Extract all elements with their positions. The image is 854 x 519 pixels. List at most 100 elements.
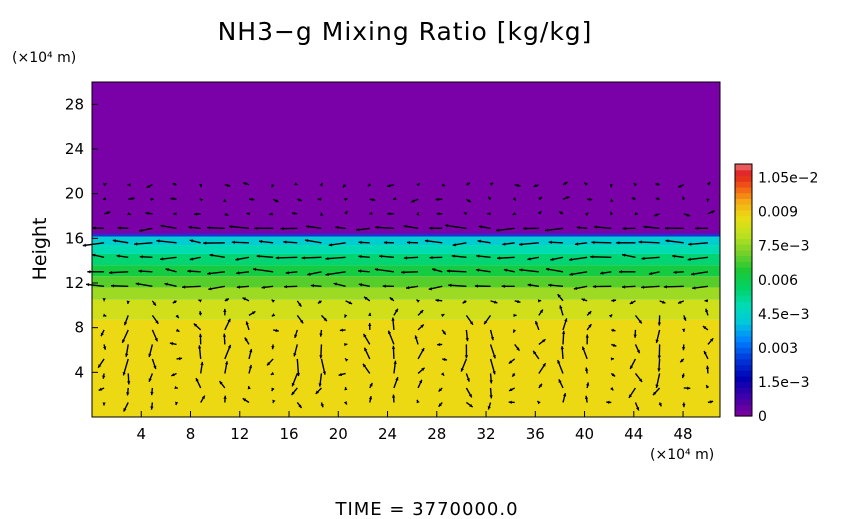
wind-vector-head [198,311,203,315]
colorbar-segment [735,284,752,291]
colorbar-segment [735,278,752,285]
wind-vector-head [484,320,488,325]
wind-vector-head [442,331,446,335]
wind-vector-head [226,183,231,187]
wind-vector-head [421,367,425,372]
wind-vector-head [207,226,211,230]
wind-vector-head [172,182,177,187]
wind-vector-head [633,334,637,338]
wind-vector-head [369,211,373,215]
wind-vector-head [469,321,473,325]
wind-vector-head [389,297,394,301]
wind-vector-head [559,305,563,309]
wind-vector-head [706,198,710,202]
wind-vector-head [672,254,676,258]
wind-vector-head [125,353,129,357]
wind-vector-head [633,183,638,187]
wind-vector-head [367,183,372,187]
colorbar-segment [735,261,752,268]
wind-vector-head [222,333,227,337]
wind-vector-head [174,385,178,390]
wind-vector-head [558,379,562,383]
field-layer [92,319,720,417]
colorbar-segment [735,238,752,245]
wind-vector [638,241,660,244]
wind-vector-head [664,226,669,230]
wind-vector-head [235,257,239,261]
wind-vector-head [665,239,669,243]
wind-vector-head [248,364,253,369]
wind-vector [252,268,274,273]
wind-vector-head [638,378,643,382]
wind-vector [325,256,346,260]
wind-vector [519,268,539,273]
wind-vector-head [573,286,578,290]
wind-vector-head [638,320,642,324]
wind-vector-head [305,224,310,229]
wind-vector-head [403,256,408,260]
wind-vector [374,268,395,273]
wind-vector-head [428,287,433,291]
wind-vector-head [391,394,396,398]
wind-vector-head [374,267,379,272]
colorbar-segment [735,272,752,280]
wind-vector-head [636,407,640,411]
wind-vector-head [394,308,398,313]
wind-vector-head [545,267,550,272]
wind-vector [275,256,298,259]
colorbar-tick-label: 0.006 [758,273,798,289]
wind-vector-head [122,372,126,376]
wind-vector-head [460,368,464,372]
wind-vector-head [338,372,343,377]
wind-vector-head [382,284,386,288]
wind-vector-head [387,184,391,188]
wind-vector-head [492,354,496,359]
wind-vector-head [317,197,321,201]
wind-vector-head [325,256,329,261]
wind-vector-head [307,272,311,276]
wind-vector-head [189,257,194,261]
wind-vector-head [542,363,546,367]
wind-vector-head [116,254,120,258]
wind-vector-head [391,317,395,321]
wind-vector-head [512,373,516,377]
colorbar-segment [735,255,752,262]
wind-vector-head [343,342,348,347]
wind-vector-head [139,255,143,259]
wind-vector-head [201,395,205,400]
wind-vector-head [126,300,130,304]
wind-vector [301,256,322,259]
wind-vector-head [319,183,323,187]
wind-vector-head [655,182,659,187]
wind-vector-head [150,406,154,410]
wind-vector-head [497,256,501,260]
wind-vector-head [153,365,157,370]
y-tick-label: 4 [74,363,84,381]
wind-vector-head [271,299,276,303]
wind-vector-head [576,225,581,230]
wind-vector-head [198,299,202,303]
wind-vector-head [175,328,180,332]
wind-vector-head [606,400,610,404]
wind-vector-head [300,319,304,324]
wind-vector-head [224,212,229,216]
colorbar-segment [735,181,752,188]
y-axis: 4 8 12 16 20 24 28 [65,95,98,381]
wind-vector-head [490,336,495,341]
wind-vector-head [610,211,614,216]
wind-vector-head [487,212,491,216]
colorbar-segment [735,381,752,388]
colorbar-segment [735,249,752,257]
wind-vector-head [655,384,659,388]
colorbar-tick-label: 1.5e−3 [758,375,810,391]
wind-vector-head [681,328,686,332]
wind-vector-head [663,285,667,289]
wind-vector-head [345,358,349,362]
field-layer [92,287,720,300]
wind-vector-head [292,211,296,216]
wind-vector-head [537,401,541,405]
colorbar-segment [735,169,752,177]
wind-vector-head [164,282,168,286]
wind-vector-head [344,211,348,215]
colorbar-segment [735,370,752,377]
